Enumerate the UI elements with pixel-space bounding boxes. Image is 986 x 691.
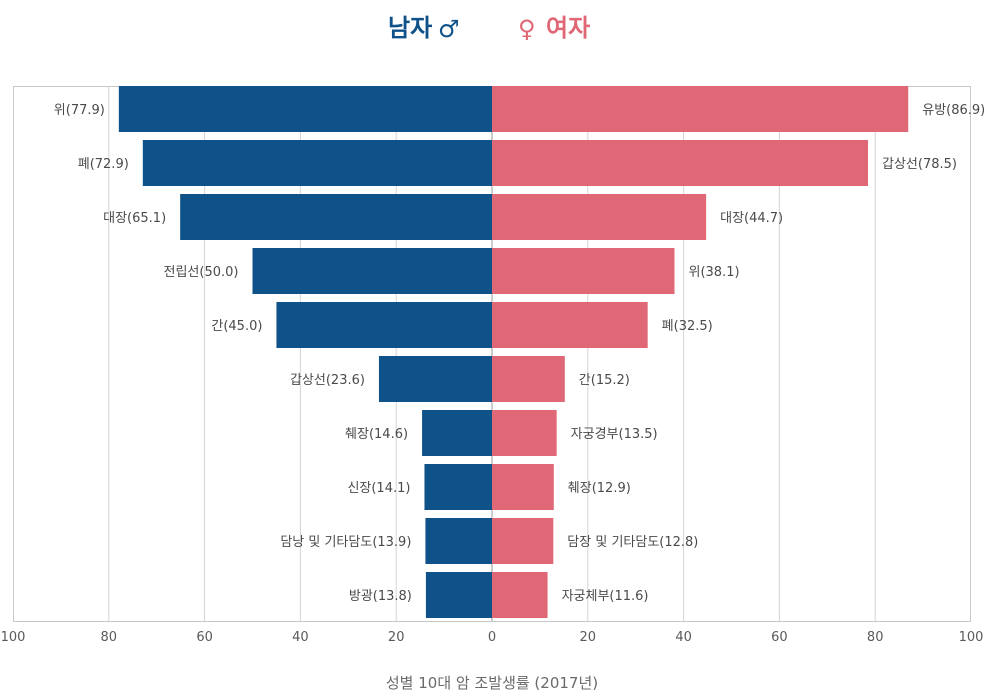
x-tick-label: 80 (867, 630, 884, 645)
legend-male-label: 남자 (388, 14, 432, 42)
male-bar-label: 췌장(14.6) (345, 427, 408, 442)
female-bar-label: 자궁체부(11.6) (562, 589, 649, 604)
female-bar (492, 572, 548, 618)
female-bar-label: 대장(44.7) (720, 211, 783, 226)
x-tick-label: 100 (959, 630, 984, 645)
female-bar (492, 464, 554, 510)
x-axis-ticks: 100 80 60 40 20 0 20 40 60 80 100 (1, 630, 984, 645)
female-symbol-icon: ♀ (518, 15, 536, 43)
female-bar (492, 194, 707, 240)
female-bar (492, 248, 675, 294)
x-tick-label: 20 (388, 630, 405, 645)
male-bar (378, 356, 492, 402)
male-bar-label: 대장(65.1) (103, 211, 166, 226)
female-bar-label: 갑상선(78.5) (882, 157, 957, 172)
legend-female-label: 여자 (546, 14, 590, 42)
bar-labels: 위(77.9) 폐(72.9) 대장(65.1) 전립선(50.0) 간(45.0) 갑상… (54, 103, 985, 604)
female-bar (492, 410, 557, 456)
female-bar-label: 유방(86.9) (922, 103, 985, 118)
female-bar-label: 자궁경부(13.5) (571, 427, 658, 442)
female-bar-label: 췌장(12.9) (568, 481, 631, 496)
x-tick-label: 40 (292, 630, 309, 645)
male-bars (118, 86, 492, 618)
male-bar-label: 위(77.9) (54, 103, 105, 118)
male-bar (425, 518, 492, 564)
female-bar-label: 폐(32.5) (662, 319, 713, 334)
male-bar (252, 248, 492, 294)
x-axis-label: 성별 10대 암 조발생률 (2017년) (386, 674, 598, 691)
female-bar (492, 518, 554, 564)
x-tick-label: 80 (101, 630, 118, 645)
x-tick-label: 20 (580, 630, 597, 645)
male-bar-label: 간(45.0) (211, 319, 262, 334)
female-bar-label: 간(15.2) (579, 373, 630, 388)
male-bar-label: 폐(72.9) (78, 157, 129, 172)
female-bar-label: 위(38.1) (688, 265, 739, 280)
male-bar (276, 302, 492, 348)
female-bar (492, 86, 909, 132)
female-bar (492, 140, 869, 186)
female-bar-label: 담장 및 기타담도(12.8) (567, 535, 698, 550)
male-bar (424, 464, 492, 510)
x-tick-label: 60 (771, 630, 788, 645)
male-symbol-icon: ♂ (438, 15, 460, 43)
x-tick-label: 0 (488, 630, 496, 645)
male-bar (142, 140, 492, 186)
x-tick-label: 40 (675, 630, 692, 645)
male-bar (180, 194, 492, 240)
male-bar (118, 86, 492, 132)
female-bar (492, 356, 565, 402)
male-bar (422, 410, 492, 456)
legend: 남자 ♂ ♀ 여자 (388, 14, 590, 43)
male-bar (425, 572, 492, 618)
x-tick-label: 60 (196, 630, 213, 645)
male-bar-label: 담낭 및 기타담도(13.9) (280, 535, 411, 550)
female-bars (492, 86, 909, 618)
male-bar-label: 방광(13.8) (349, 589, 412, 604)
male-bar-label: 신장(14.1) (347, 481, 410, 496)
x-tick-label: 100 (1, 630, 26, 645)
female-bar (492, 302, 648, 348)
male-bar-label: 갑상선(23.6) (290, 373, 365, 388)
male-bar-label: 전립선(50.0) (164, 265, 239, 280)
